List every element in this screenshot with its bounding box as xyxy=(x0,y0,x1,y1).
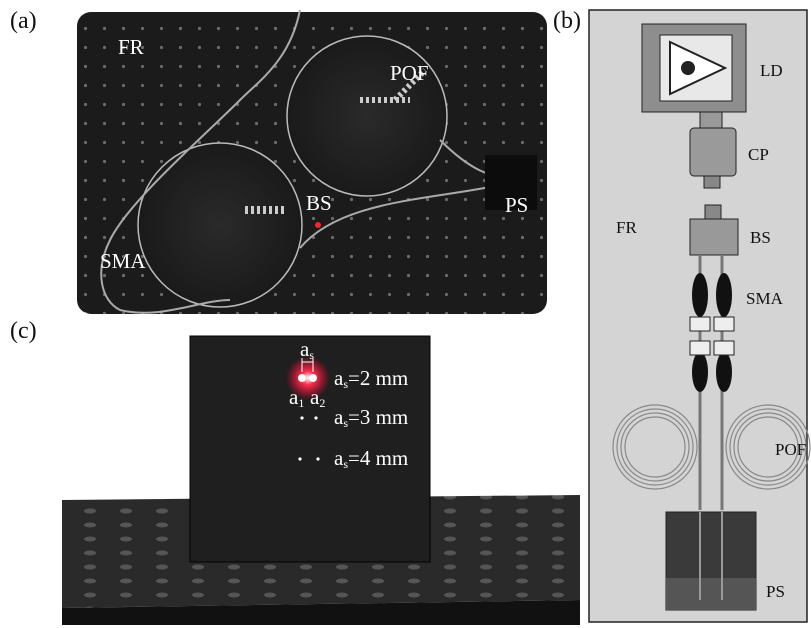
label: SMA xyxy=(100,249,146,273)
sensor-base xyxy=(666,578,756,610)
subscript: s xyxy=(309,348,314,362)
label: FR xyxy=(616,218,637,237)
value: =3 mm xyxy=(348,405,408,429)
subscript: 1 xyxy=(298,396,304,410)
subscript: 2 xyxy=(319,396,325,410)
figure: (a) FR POF BS PS SMA (b) LD CP BS FR SMA… xyxy=(0,0,811,628)
label: LD xyxy=(760,61,783,80)
label: BS xyxy=(750,228,771,247)
coupler xyxy=(690,128,736,176)
label: FR xyxy=(118,35,144,59)
spool xyxy=(287,36,447,196)
panel-a: (a) FR POF BS PS SMA xyxy=(10,8,547,314)
label: PS xyxy=(505,193,528,217)
panel-label: (a) xyxy=(10,8,37,34)
value: =4 mm xyxy=(348,446,408,470)
panel-b: (b) LD CP BS FR SMA POF PS xyxy=(553,8,810,622)
spool xyxy=(138,143,302,307)
panel-c: (c) as a1 a2 as=2 mm as=3 mm as=4 mm xyxy=(10,318,580,625)
connector xyxy=(705,205,721,219)
connector xyxy=(700,112,722,128)
panel-label: (c) xyxy=(10,318,37,344)
label: POF xyxy=(390,61,429,85)
connector xyxy=(704,176,720,188)
value: =2 mm xyxy=(348,366,408,390)
beam-splitter xyxy=(690,219,738,255)
light-spot xyxy=(298,374,306,382)
panel-label: (b) xyxy=(553,8,581,34)
label: POF xyxy=(775,440,806,459)
label: SMA xyxy=(746,289,784,308)
light-spot xyxy=(309,374,317,382)
red-light xyxy=(315,222,321,228)
label: CP xyxy=(748,145,769,164)
laser-icon xyxy=(681,61,695,75)
label: PS xyxy=(766,582,785,601)
label: BS xyxy=(306,191,332,215)
